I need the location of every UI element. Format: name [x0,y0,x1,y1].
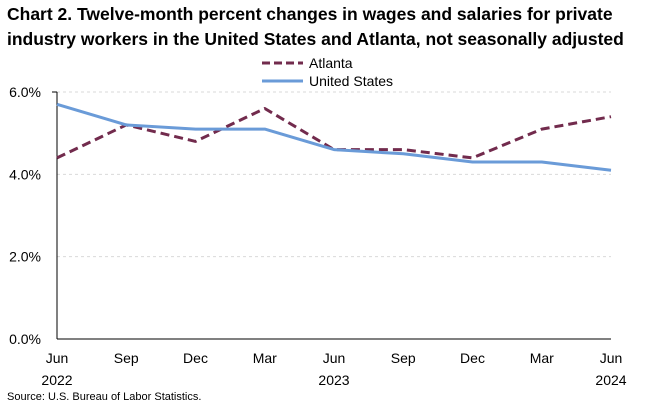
legend-label-united-states: United States [309,73,393,89]
x-year-label: 2024 [595,372,626,388]
legend-label-atlanta: Atlanta [309,55,353,71]
y-axis-tick-labels: 0.0% 2.0% 4.0% 6.0% [9,84,41,347]
chart-title-line-1: Chart 2. Twelve-month percent changes in… [7,4,613,24]
y-tick-label: 2.0% [9,249,41,265]
x-tick-label: Mar [253,350,277,366]
chart-title-line-2: industry workers in the United States an… [7,29,624,49]
x-year-label: 2023 [318,372,349,388]
x-tick-label: Sep [391,350,416,366]
y-tick-label: 6.0% [9,84,41,100]
x-tick-label: Dec [183,350,208,366]
x-year-label: 2022 [41,372,72,388]
y-tick-label: 4.0% [9,166,41,182]
grid-lines [57,91,611,258]
legend: Atlanta United States [262,55,393,89]
y-tick-label: 0.0% [9,331,41,347]
series-line-atlanta [56,107,612,160]
axes [52,91,611,340]
x-tick-label: Sep [114,350,139,366]
x-tick-label: Jun [323,350,346,366]
chart-title: Chart 2. Twelve-month percent changes in… [7,2,647,52]
series-lines [56,102,612,172]
x-axis-tick-labels: Jun 2022 Sep Dec Mar Jun 2023 Sep Dec Mar Jun 2024 [41,350,626,388]
x-tick-label: Dec [460,350,485,366]
x-tick-label: Jun [600,350,623,366]
series-line-united-states [56,102,612,172]
x-tick-label: Jun [46,350,69,366]
x-tick-label: Mar [530,350,554,366]
source-note: Source: U.S. Bureau of Labor Statistics. [7,391,202,403]
